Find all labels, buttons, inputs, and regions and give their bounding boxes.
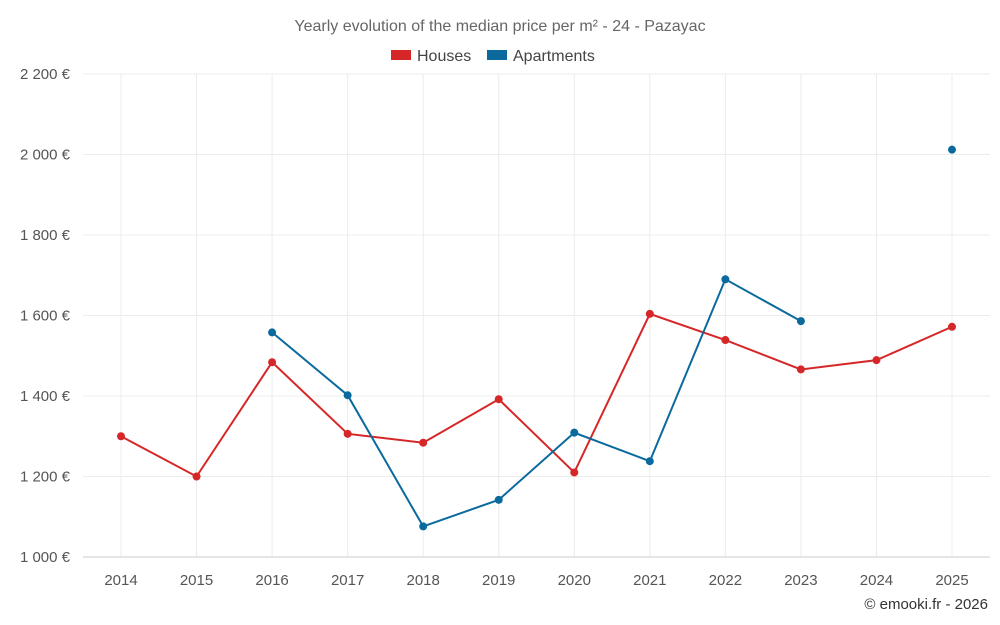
legend-swatch[interactable] [391,50,411,60]
series-layer [117,145,956,531]
x-tick-label: 2020 [558,572,591,589]
legend-swatch[interactable] [487,50,507,60]
data-point[interactable] [721,275,730,284]
data-point[interactable] [796,317,805,326]
credit-text: © emooki.fr - 2026 [864,596,988,613]
data-point[interactable] [343,391,352,400]
y-tick-label: 2 000 € [20,147,71,164]
data-point[interactable] [117,432,125,441]
data-point[interactable] [419,438,428,447]
data-point[interactable] [948,145,956,154]
y-gridlines [83,73,990,477]
data-point[interactable] [645,309,654,318]
data-point[interactable] [570,468,579,477]
series-line [271,277,802,528]
series-line [120,312,953,478]
x-tick-label: 2014 [104,572,137,589]
x-tick-label: 2019 [482,572,515,589]
series-apartments [268,145,956,531]
x-tick-label: 2017 [331,572,364,589]
data-point[interactable] [494,495,503,504]
x-tick-label: 2021 [633,572,666,589]
y-axis-ticks: 1 000 € 1 200 € 1 400 € 1 600 € 1 800 € 2 000… [20,66,71,566]
data-point[interactable] [570,428,579,437]
y-tick-label: 1 400 € [20,388,71,405]
data-point[interactable] [343,429,352,438]
x-tick-label: 2023 [784,572,817,589]
x-tick-label: 2022 [709,572,742,589]
x-tick-label: 2024 [860,572,893,589]
data-point[interactable] [796,365,805,374]
data-point[interactable] [645,457,654,466]
legend-label[interactable]: Apartments [513,48,595,65]
y-tick-label: 1 600 € [20,308,71,325]
x-tick-label: 2025 [935,572,968,589]
data-point[interactable] [721,336,730,345]
data-point[interactable] [872,356,881,365]
data-point[interactable] [192,472,201,481]
data-point[interactable] [268,328,277,337]
x-axis-ticks: 2014 2015 2016 2017 2018 2019 2020 2021 2022 2023… [104,572,968,589]
data-point[interactable] [268,358,277,367]
x-tick-label: 2016 [255,572,288,589]
legend: Houses Apartments [391,48,595,65]
y-tick-label: 1 200 € [20,469,71,486]
x-tick-label: 2015 [180,572,213,589]
y-tick-label: 1 000 € [20,549,71,566]
series-houses [117,309,956,481]
chart-title: Yearly evolution of the median price per… [294,18,705,35]
x-tick-label: 2018 [406,572,439,589]
legend-label[interactable]: Houses [417,48,471,65]
data-point[interactable] [419,522,428,531]
data-point[interactable] [948,322,956,331]
y-tick-label: 1 800 € [20,227,71,244]
data-point[interactable] [494,395,503,404]
y-tick-label: 2 200 € [20,66,71,83]
